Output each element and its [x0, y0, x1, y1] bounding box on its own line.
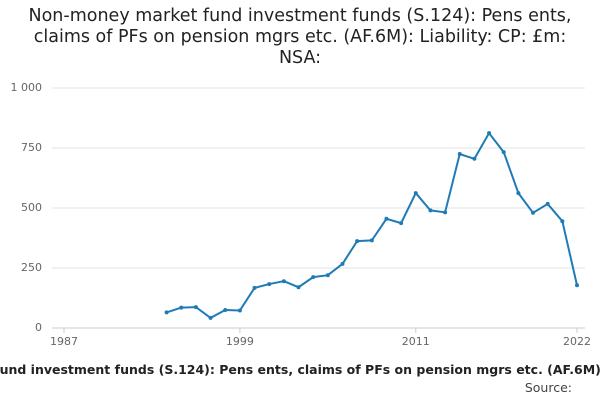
point [281, 279, 286, 284]
point [560, 219, 565, 224]
line [166, 131, 578, 320]
x-axis-label: fund investment funds (S.124): Pens ents… [0, 362, 600, 377]
point [399, 221, 404, 226]
source: Source: [524, 380, 572, 395]
point [472, 156, 477, 161]
point [311, 275, 316, 280]
point [193, 305, 198, 310]
point [575, 283, 579, 288]
point [208, 315, 213, 320]
point [457, 152, 462, 156]
point [252, 285, 257, 290]
point [384, 216, 389, 221]
point [355, 239, 360, 244]
x-tick-label: 2011 [402, 335, 430, 348]
x-tick-label: 2022 [563, 335, 591, 348]
point [369, 238, 374, 243]
point [516, 191, 521, 196]
point [223, 308, 228, 312]
point [179, 305, 184, 310]
point [545, 201, 550, 206]
chart-title: Non-money market fund investment funds (… [28, 6, 572, 68]
y-tick-label: 750 [21, 141, 42, 154]
y-tick-label: 250 [21, 261, 42, 274]
x-tick-label: 1999 [226, 335, 254, 348]
point [237, 308, 242, 313]
point [487, 131, 492, 136]
point [325, 273, 330, 278]
point [443, 210, 448, 215]
y-tick-label: 1 000 [11, 81, 43, 94]
point [428, 208, 433, 213]
y-tick-label: 500 [21, 201, 42, 214]
point [164, 310, 169, 315]
y-tick-label: 0 [35, 321, 42, 334]
point [413, 191, 418, 196]
point [296, 285, 301, 290]
point [531, 210, 536, 215]
point [501, 150, 506, 155]
point [340, 261, 345, 266]
x-tick-label: 1987 [50, 335, 78, 348]
point [267, 282, 272, 287]
